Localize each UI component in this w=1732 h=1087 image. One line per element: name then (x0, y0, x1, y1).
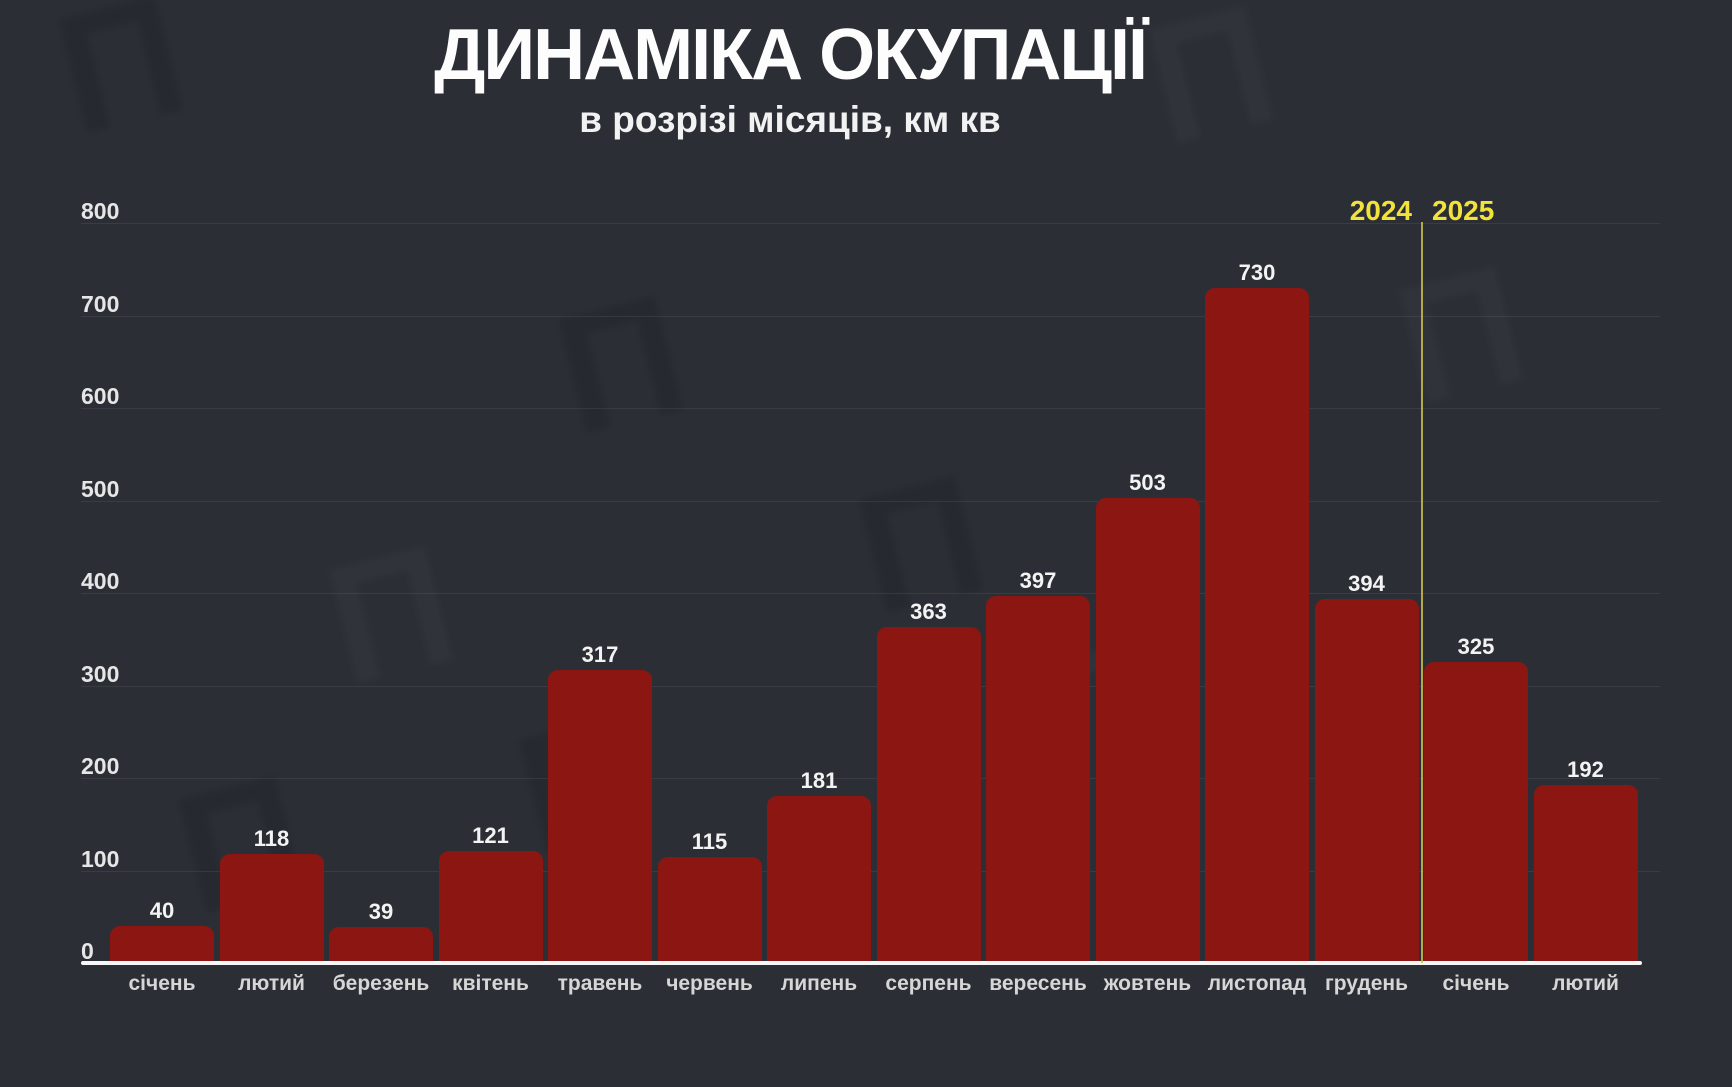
bar-5-червень (657, 856, 762, 963)
watermark-logo-icon: П (311, 518, 471, 713)
y-axis-tick-label: 500 (81, 475, 120, 502)
watermark-logo-icon: П (1381, 238, 1541, 433)
x-axis-label-7: серпень (885, 972, 972, 995)
bar-value-label: 394 (1348, 570, 1385, 596)
gridline-200 (81, 778, 1660, 779)
x-axis-label-0: січень (128, 972, 196, 995)
x-axis-line (81, 961, 1642, 965)
x-axis-label-5: червень (666, 972, 753, 995)
bar-10-листопад (1205, 287, 1309, 963)
chart-title: ДИНАМІКА ОКУПАЦІЇ (434, 15, 1148, 95)
y-axis-tick-label: 800 (81, 198, 120, 224)
y-axis-tick-label: 100 (81, 845, 120, 872)
x-axis-label-4: травень (557, 972, 643, 995)
gridline-500 (81, 500, 1660, 502)
year-label-2024: 2024 (1349, 195, 1412, 226)
bar-value-label: 325 (1457, 634, 1495, 660)
bar-value-label: 730 (1238, 259, 1276, 285)
bar-value-label: 39 (368, 898, 394, 924)
bar-value-label: 503 (1129, 469, 1166, 495)
bar-2-березень (329, 926, 433, 963)
x-axis-label-6: липень (780, 972, 858, 995)
gridline-300 (81, 685, 1660, 687)
bar-11-грудень (1314, 598, 1419, 963)
x-axis-label-9: жовтень (1103, 972, 1192, 995)
x-axis-label-2: березень (332, 972, 430, 995)
bar-1-лютий (219, 853, 324, 963)
bar-4-травень (548, 669, 652, 963)
year-divider-line (1421, 222, 1423, 963)
bar-13-лютий (1533, 785, 1638, 963)
bar-value-label: 397 (1019, 567, 1057, 593)
y-axis-tick-label: 600 (81, 383, 120, 409)
x-axis-label-3: квітень (452, 972, 529, 995)
bar-value-label: 192 (1567, 757, 1604, 783)
gridline-400 (81, 593, 1660, 594)
bar-value-label: 121 (472, 823, 509, 849)
gridline-800 (81, 223, 1660, 224)
bar-3-квітень (438, 851, 543, 963)
bar-8-вересень (986, 595, 1090, 963)
y-axis-tick-label: 400 (81, 568, 120, 594)
x-axis-label-1: лютий (238, 972, 305, 995)
bar-value-label: 118 (253, 825, 290, 851)
year-label-2025: 2025 (1432, 195, 1495, 226)
bar-value-label: 317 (581, 641, 619, 667)
watermark-logo-icon: П (538, 258, 704, 472)
bar-value-label: 363 (910, 599, 947, 625)
bar-value-label: 40 (149, 898, 175, 923)
bar-value-label: 115 (691, 828, 728, 854)
x-axis-label-13: лютий (1552, 972, 1619, 995)
gridline-600 (81, 408, 1660, 409)
x-axis-label-8: вересень (989, 972, 1087, 995)
x-axis-label-11: грудень (1324, 972, 1409, 995)
bar-6-липень (767, 795, 871, 963)
y-axis-tick-label: 700 (81, 290, 120, 317)
bar-12-січень (1424, 662, 1528, 963)
x-axis-label-12: січень (1442, 972, 1510, 995)
title-block: ДИНАМІКА ОКУПАЦІЇ в розрізі місяців, км … (0, 15, 1580, 140)
gridline-700 (81, 315, 1660, 317)
y-axis-tick-label: 0 (81, 938, 94, 964)
bar-7-серпень (876, 627, 981, 963)
y-axis-tick-label: 300 (81, 660, 120, 687)
chart-subtitle: в розрізі місяців, км кв (579, 98, 1001, 140)
x-axis-label-10: листопад (1207, 972, 1307, 995)
bar-9-жовтень (1095, 497, 1200, 963)
bar-0-січень (110, 926, 214, 963)
bar-value-label: 181 (800, 767, 838, 793)
y-axis-tick-label: 200 (81, 753, 120, 779)
